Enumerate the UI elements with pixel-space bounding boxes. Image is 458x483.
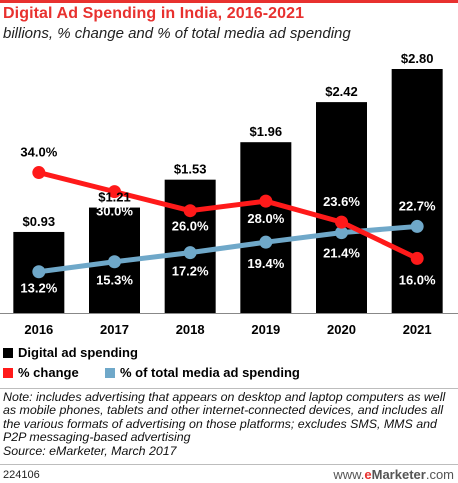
legend-label: Digital ad spending — [18, 345, 138, 360]
bar-value-label-2019: $1.96 — [250, 124, 283, 139]
x-tick-label-2016: 2016 — [24, 322, 53, 337]
pct-change-line — [36, 170, 420, 261]
bar-value-label-2021: $2.80 — [401, 51, 434, 66]
pct-total-label-2021: 22.7% — [399, 198, 436, 213]
legend-label: % of total media ad spending — [120, 365, 300, 380]
x-tick-label-2018: 2018 — [176, 322, 205, 337]
pct-total-label-2016: 13.2% — [20, 281, 57, 296]
legend-swatch-pct-total — [105, 368, 115, 378]
legend-item-pct-change: % change — [3, 365, 79, 380]
chart-subtitle: billions, % change and % of total media … — [3, 25, 351, 42]
site-suffix: .com — [425, 467, 454, 482]
note-text: Note: includes advertising that appears … — [3, 390, 446, 445]
pct-change-point-2021 — [410, 251, 424, 265]
legend-item-digital-ad-spending: Digital ad spending — [3, 345, 138, 360]
pct-change-point-2017 — [108, 185, 121, 199]
brand-logo-e: e — [364, 467, 372, 482]
bar-value-label-2018: $1.53 — [174, 162, 207, 177]
pct-total-point-2020 — [335, 226, 348, 240]
footer-divider — [0, 464, 458, 465]
pct-total-point-2019 — [259, 235, 273, 249]
pct-change-label-2021: 16.0% — [399, 272, 436, 287]
pct-total-point-2017 — [108, 255, 121, 269]
pct-total-label-2020: 21.4% — [323, 246, 360, 261]
pct-total-point-2021 — [410, 219, 424, 233]
pct-change-point-2020 — [335, 215, 348, 229]
bar-2019 — [240, 142, 292, 313]
pct-change-label-2020: 23.6% — [323, 194, 360, 209]
pct-change-label-2017: 30.0% — [96, 204, 133, 219]
pct-total-label-2018: 17.2% — [172, 264, 209, 279]
chart-title: Digital Ad Spending in India, 2016-2021 — [3, 5, 305, 22]
pct-change-point-2018 — [183, 204, 197, 218]
divider — [0, 388, 458, 389]
pct-total-point-2016 — [32, 265, 46, 279]
chart-id: 224106 — [3, 469, 40, 481]
bar-2021 — [391, 69, 443, 313]
x-tick-label-2017: 2017 — [100, 322, 129, 337]
bars-layer — [13, 69, 443, 313]
pct-change-point-2016 — [32, 166, 46, 180]
pct-total-line — [36, 223, 420, 275]
site-link[interactable]: www.eMarketer.com — [333, 467, 454, 482]
chart-canvas: $0.93 $1.21 $1.53 $1.96 $2.42 $2.80 34.0% 30.0%… — [0, 51, 458, 337]
top-accent-bar — [0, 0, 458, 3]
bar-value-label-2020: $2.42 — [325, 84, 358, 99]
bar-value-label-2016: $0.93 — [23, 214, 56, 229]
pct-change-label-2019: 28.0% — [247, 211, 284, 226]
legend-label: % change — [18, 365, 79, 380]
labels-layer: $0.93 $1.21 $1.53 $1.96 $2.42 $2.80 34.0% 30.0%… — [20, 51, 436, 337]
x-tick-label-2019: 2019 — [251, 322, 280, 337]
brand-logo-text: Marketer — [371, 467, 426, 482]
legend-item-pct-total: % of total media ad spending — [105, 365, 300, 380]
pct-change-point-2019 — [259, 194, 273, 208]
source-text: Source: eMarketer, March 2017 — [3, 443, 177, 458]
legend-swatch-pct-change — [3, 368, 13, 378]
legend-swatch-digital-ad-spending — [3, 348, 13, 358]
pct-total-label-2019: 19.4% — [247, 256, 284, 271]
pct-change-label-2018: 26.0% — [172, 219, 209, 234]
pct-total-label-2017: 15.3% — [96, 273, 133, 288]
lines-layer — [32, 166, 424, 279]
site-prefix: www. — [333, 467, 365, 482]
pct-change-label-2016: 34.0% — [20, 145, 57, 160]
bar-value-label-2017: $1.21 — [98, 190, 131, 205]
x-tick-label-2021: 2021 — [403, 322, 432, 337]
pct-total-point-2018 — [183, 246, 197, 260]
bar-2020 — [316, 102, 367, 313]
chart-note: Note: includes advertising that appears … — [3, 390, 455, 458]
x-tick-label-2020: 2020 — [327, 322, 356, 337]
